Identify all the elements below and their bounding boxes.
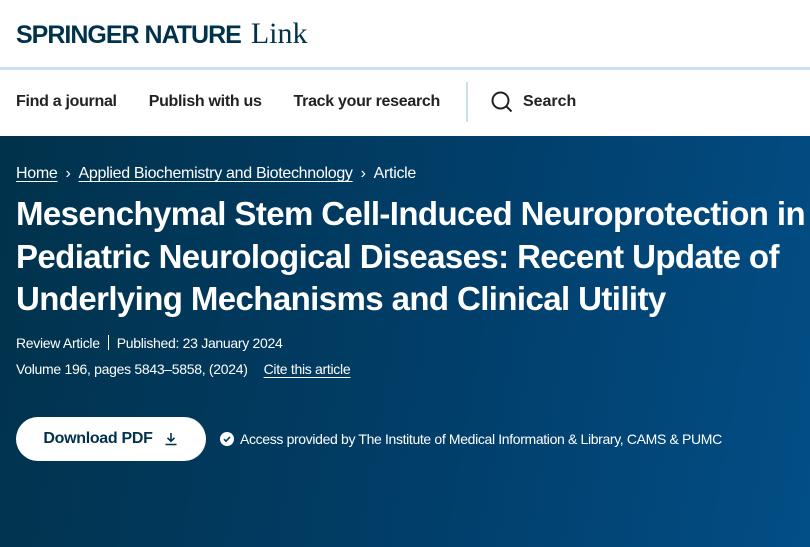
download-icon [165,432,177,445]
search-button[interactable]: Search [490,90,576,114]
article-citation: Volume 196, pages 5843–5858, (2024) Cite… [16,361,794,377]
download-label: Download PDF [43,429,153,447]
site-header: SPRINGER NATURE Link [0,0,810,70]
access-text: Access provided by The Institute of Medi… [240,430,722,447]
check-circle-icon [220,431,234,446]
main-nav: Find a journal Publish with us Track you… [0,70,810,133]
breadcrumb-journal[interactable]: Applied Biochemistry and Biotechnology [78,165,353,182]
published-date: Published: 23 January 2024 [116,334,283,351]
access-info: Access provided by The Institute of Medi… [220,431,722,447]
breadcrumb-home[interactable]: Home [16,165,58,182]
article-hero: Home › Applied Biochemistry and Biotechn… [0,136,810,547]
article-meta: Review Article Published: 23 January 202… [16,335,794,351]
cite-link[interactable]: Cite this article [263,360,351,377]
page-title: Mesenchymal Stem Cell-Induced Neuroprote… [16,195,806,317]
nav-find-journal[interactable]: Find a journal [16,92,117,110]
breadcrumb-current: Article [373,165,417,182]
nav-track-research[interactable]: Track your research [293,92,441,110]
article-type: Review Article [16,334,100,351]
meta-divider [107,335,109,350]
breadcrumb: Home › Applied Biochemistry and Biotechn… [16,165,794,183]
nav-divider [465,81,468,122]
article-actions: Download PDF Access provided by The Inst… [16,416,794,461]
logo-brand: SPRINGER NATURE [16,20,242,49]
chevron-right-icon: › [65,165,71,182]
search-icon [491,91,513,112]
chevron-right-icon: › [360,165,366,182]
nav-publish[interactable]: Publish with us [148,92,262,110]
logo-product: Link [250,16,308,50]
search-label: Search [522,92,577,110]
download-pdf-button[interactable]: Download PDF [16,416,206,461]
springer-nature-link-logo[interactable]: SPRINGER NATURE Link [16,17,308,51]
volume-info: Volume 196, pages 5843–5858, (2024) [16,360,248,377]
